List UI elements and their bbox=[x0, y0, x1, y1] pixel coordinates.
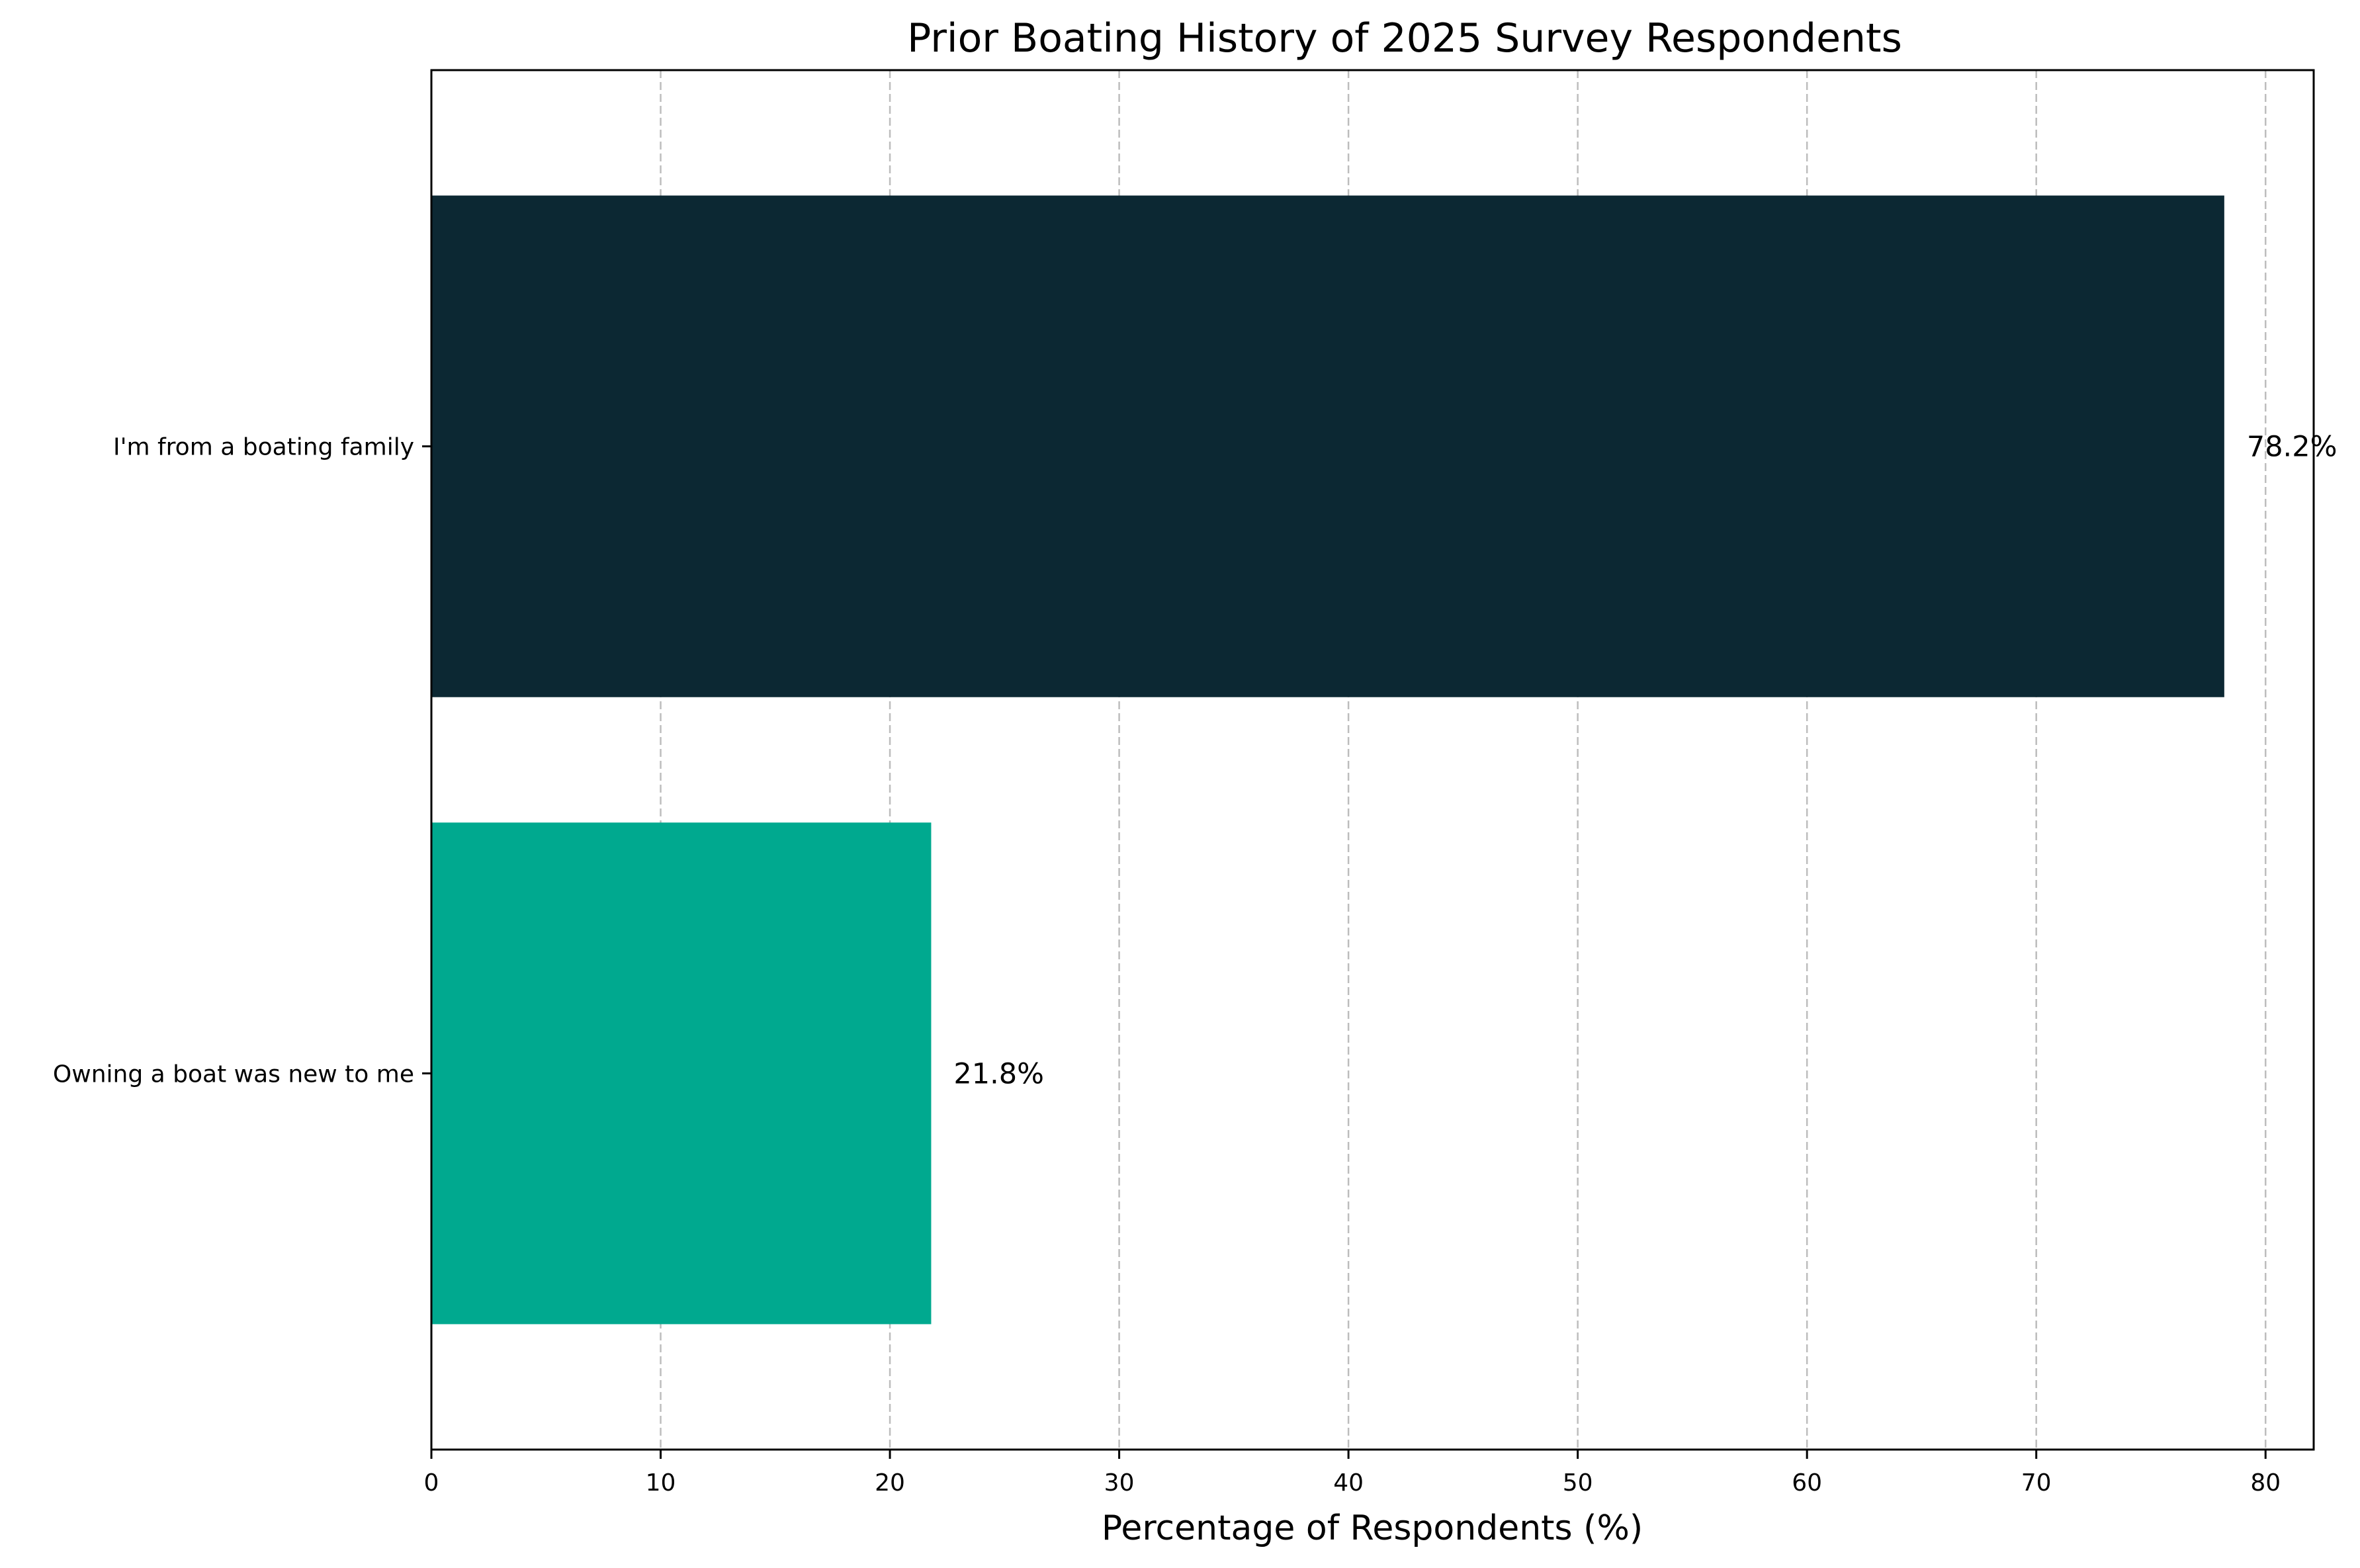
x-axis-ticks: 0 10 20 30 40 50 60 70 80 bbox=[424, 1450, 2281, 1497]
plot-frame bbox=[430, 69, 2315, 1451]
x-axis-label: Percentage of Respondents (%) bbox=[1102, 1508, 1643, 1548]
x-tick-label: 80 bbox=[2250, 1469, 2281, 1497]
chart-title: Prior Boating History of 2025 Survey Res… bbox=[907, 15, 1902, 62]
x-tick-label: 50 bbox=[1563, 1469, 1593, 1497]
x-tick-label: 30 bbox=[1104, 1469, 1135, 1497]
bar bbox=[431, 195, 2224, 697]
x-tick-label: 40 bbox=[1333, 1469, 1364, 1497]
data-labels: 78.2% 21.8% bbox=[953, 431, 2337, 1091]
x-tick-label: 0 bbox=[424, 1469, 439, 1497]
x-tick-label: 70 bbox=[2021, 1469, 2052, 1497]
bar bbox=[431, 822, 932, 1325]
category-label: I'm from a boating family bbox=[113, 434, 414, 461]
x-tick-label: 20 bbox=[875, 1469, 905, 1497]
category-label: Owning a boat was new to me bbox=[53, 1061, 414, 1088]
bars bbox=[431, 195, 2224, 1325]
data-label: 78.2% bbox=[2247, 431, 2338, 464]
x-tick-label: 60 bbox=[1792, 1469, 1822, 1497]
data-label: 21.8% bbox=[953, 1057, 1044, 1090]
y-axis-categories: I'm from a boating family Owning a boat w… bbox=[53, 434, 431, 1088]
x-tick-label: 10 bbox=[646, 1469, 676, 1497]
